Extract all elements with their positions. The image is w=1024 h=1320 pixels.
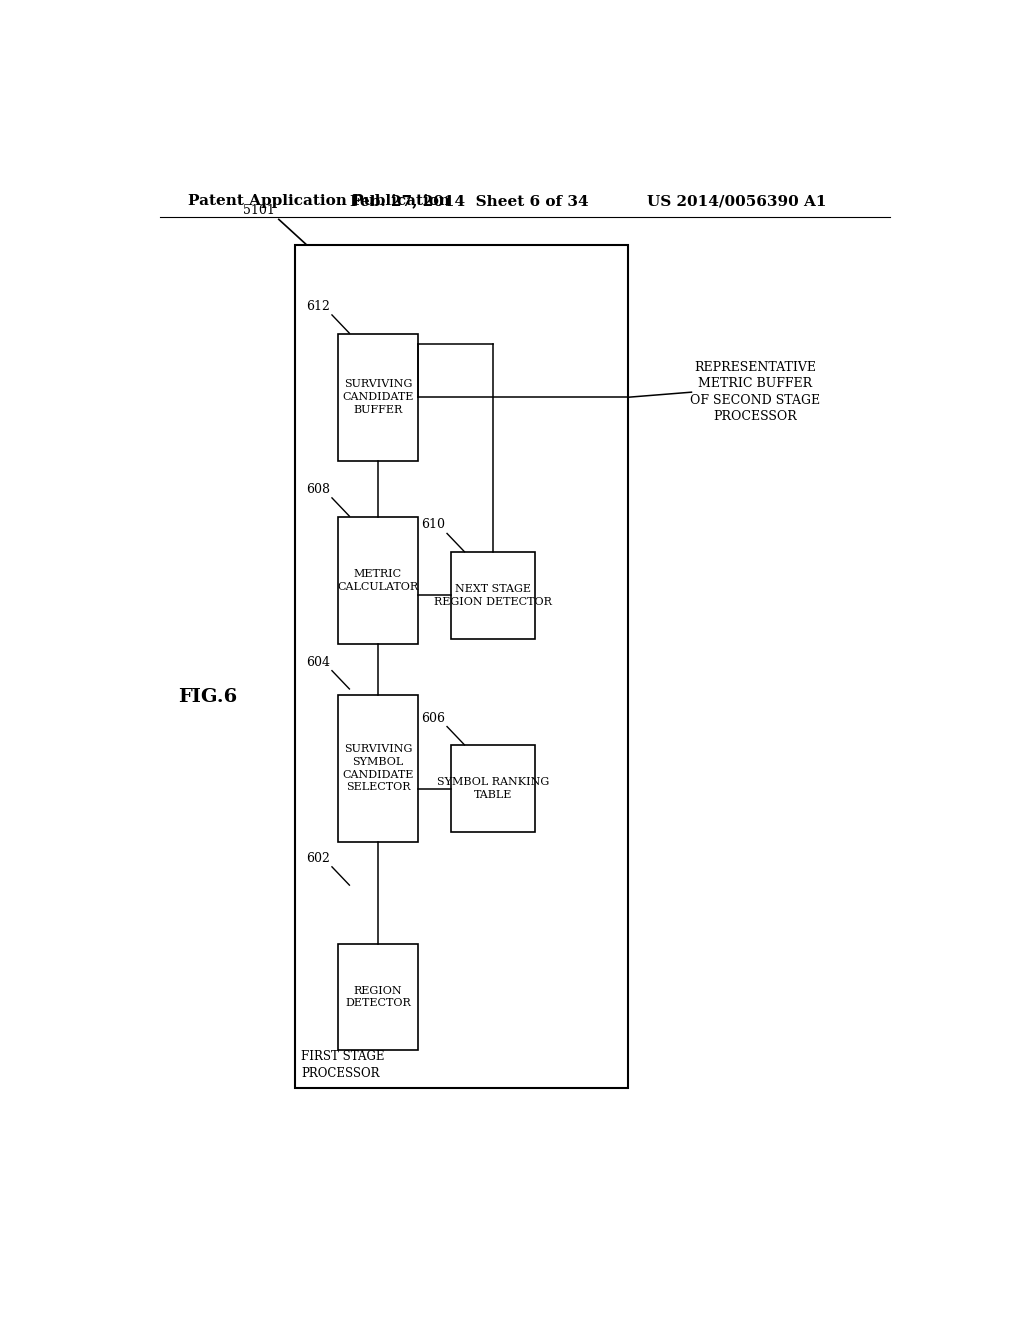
Text: FIRST STAGE
PROCESSOR: FIRST STAGE PROCESSOR	[301, 1051, 384, 1080]
Bar	[452, 552, 535, 639]
Text: 602: 602	[306, 851, 331, 865]
Text: 608: 608	[306, 483, 331, 496]
Text: US 2014/0056390 A1: US 2014/0056390 A1	[647, 194, 826, 209]
Text: SURVIVING
SYMBOL
CANDIDATE
SELECTOR: SURVIVING SYMBOL CANDIDATE SELECTOR	[342, 744, 414, 792]
Text: 604: 604	[306, 656, 331, 669]
Text: 612: 612	[306, 300, 331, 313]
Text: REPRESENTATIVE
METRIC BUFFER
OF SECOND STAGE
PROCESSOR: REPRESENTATIVE METRIC BUFFER OF SECOND S…	[690, 360, 820, 424]
Bar	[338, 944, 418, 1051]
Bar	[338, 334, 418, 461]
Text: SYMBOL RANKING
TABLE: SYMBOL RANKING TABLE	[437, 777, 549, 800]
Text: NEXT STAGE
REGION DETECTOR: NEXT STAGE REGION DETECTOR	[434, 583, 552, 607]
Bar	[338, 694, 418, 842]
Text: REGION
DETECTOR: REGION DETECTOR	[345, 986, 411, 1008]
Text: Feb. 27, 2014  Sheet 6 of 34: Feb. 27, 2014 Sheet 6 of 34	[350, 194, 589, 209]
Text: Patent Application Publication: Patent Application Publication	[187, 194, 450, 209]
Text: FIG.6: FIG.6	[178, 688, 237, 706]
Text: METRIC
CALCULATOR: METRIC CALCULATOR	[338, 569, 419, 591]
Bar	[295, 244, 628, 1089]
Bar	[338, 516, 418, 644]
Text: SURVIVING
CANDIDATE
BUFFER: SURVIVING CANDIDATE BUFFER	[342, 379, 414, 414]
Text: 5101: 5101	[243, 205, 274, 218]
Text: 606: 606	[422, 711, 445, 725]
Text: 610: 610	[422, 519, 445, 532]
Bar	[452, 746, 535, 832]
